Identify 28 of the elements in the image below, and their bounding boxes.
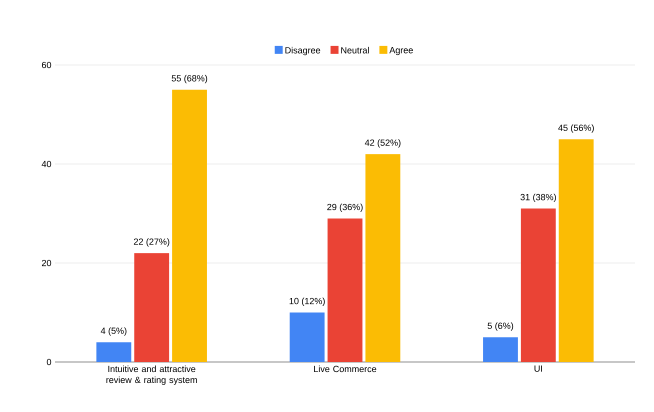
- x-tick-label: Live Commerce: [314, 366, 376, 372]
- data-label: 42 (52%): [364, 139, 400, 148]
- bar: [483, 337, 518, 362]
- legend-label: Disagree: [285, 46, 320, 56]
- bar: [365, 154, 400, 362]
- data-label: 4 (5%): [100, 327, 126, 336]
- legend-label: Neutral: [341, 46, 369, 54]
- data-label: 22 (27%): [134, 238, 170, 247]
- data-label: 55 (68%): [172, 74, 208, 84]
- y-tick-label: 0: [46, 358, 52, 366]
- bar: [520, 208, 556, 362]
- bar: [172, 90, 207, 362]
- legend-label: Agree: [389, 47, 413, 56]
- bar: [328, 218, 362, 362]
- data-label: 31 (38%): [520, 194, 556, 202]
- x-tick-label: UI: [534, 366, 542, 372]
- bar: [290, 312, 325, 362]
- bar: [96, 342, 132, 362]
- data-label: 5 (6%): [488, 322, 514, 331]
- bar: [558, 139, 594, 362]
- data-label: 45 (56%): [558, 124, 594, 133]
- y-tick-label: 60: [42, 62, 52, 68]
- x-tick-label: Intuitive and attractive review & rating system: [106, 366, 197, 385]
- bar: [134, 253, 170, 362]
- data-label: 10 (12%): [290, 298, 325, 306]
- y-tick-label: 40: [42, 160, 52, 168]
- data-label: 29 (36%): [327, 204, 363, 212]
- y-tick-label: 20: [42, 260, 52, 266]
